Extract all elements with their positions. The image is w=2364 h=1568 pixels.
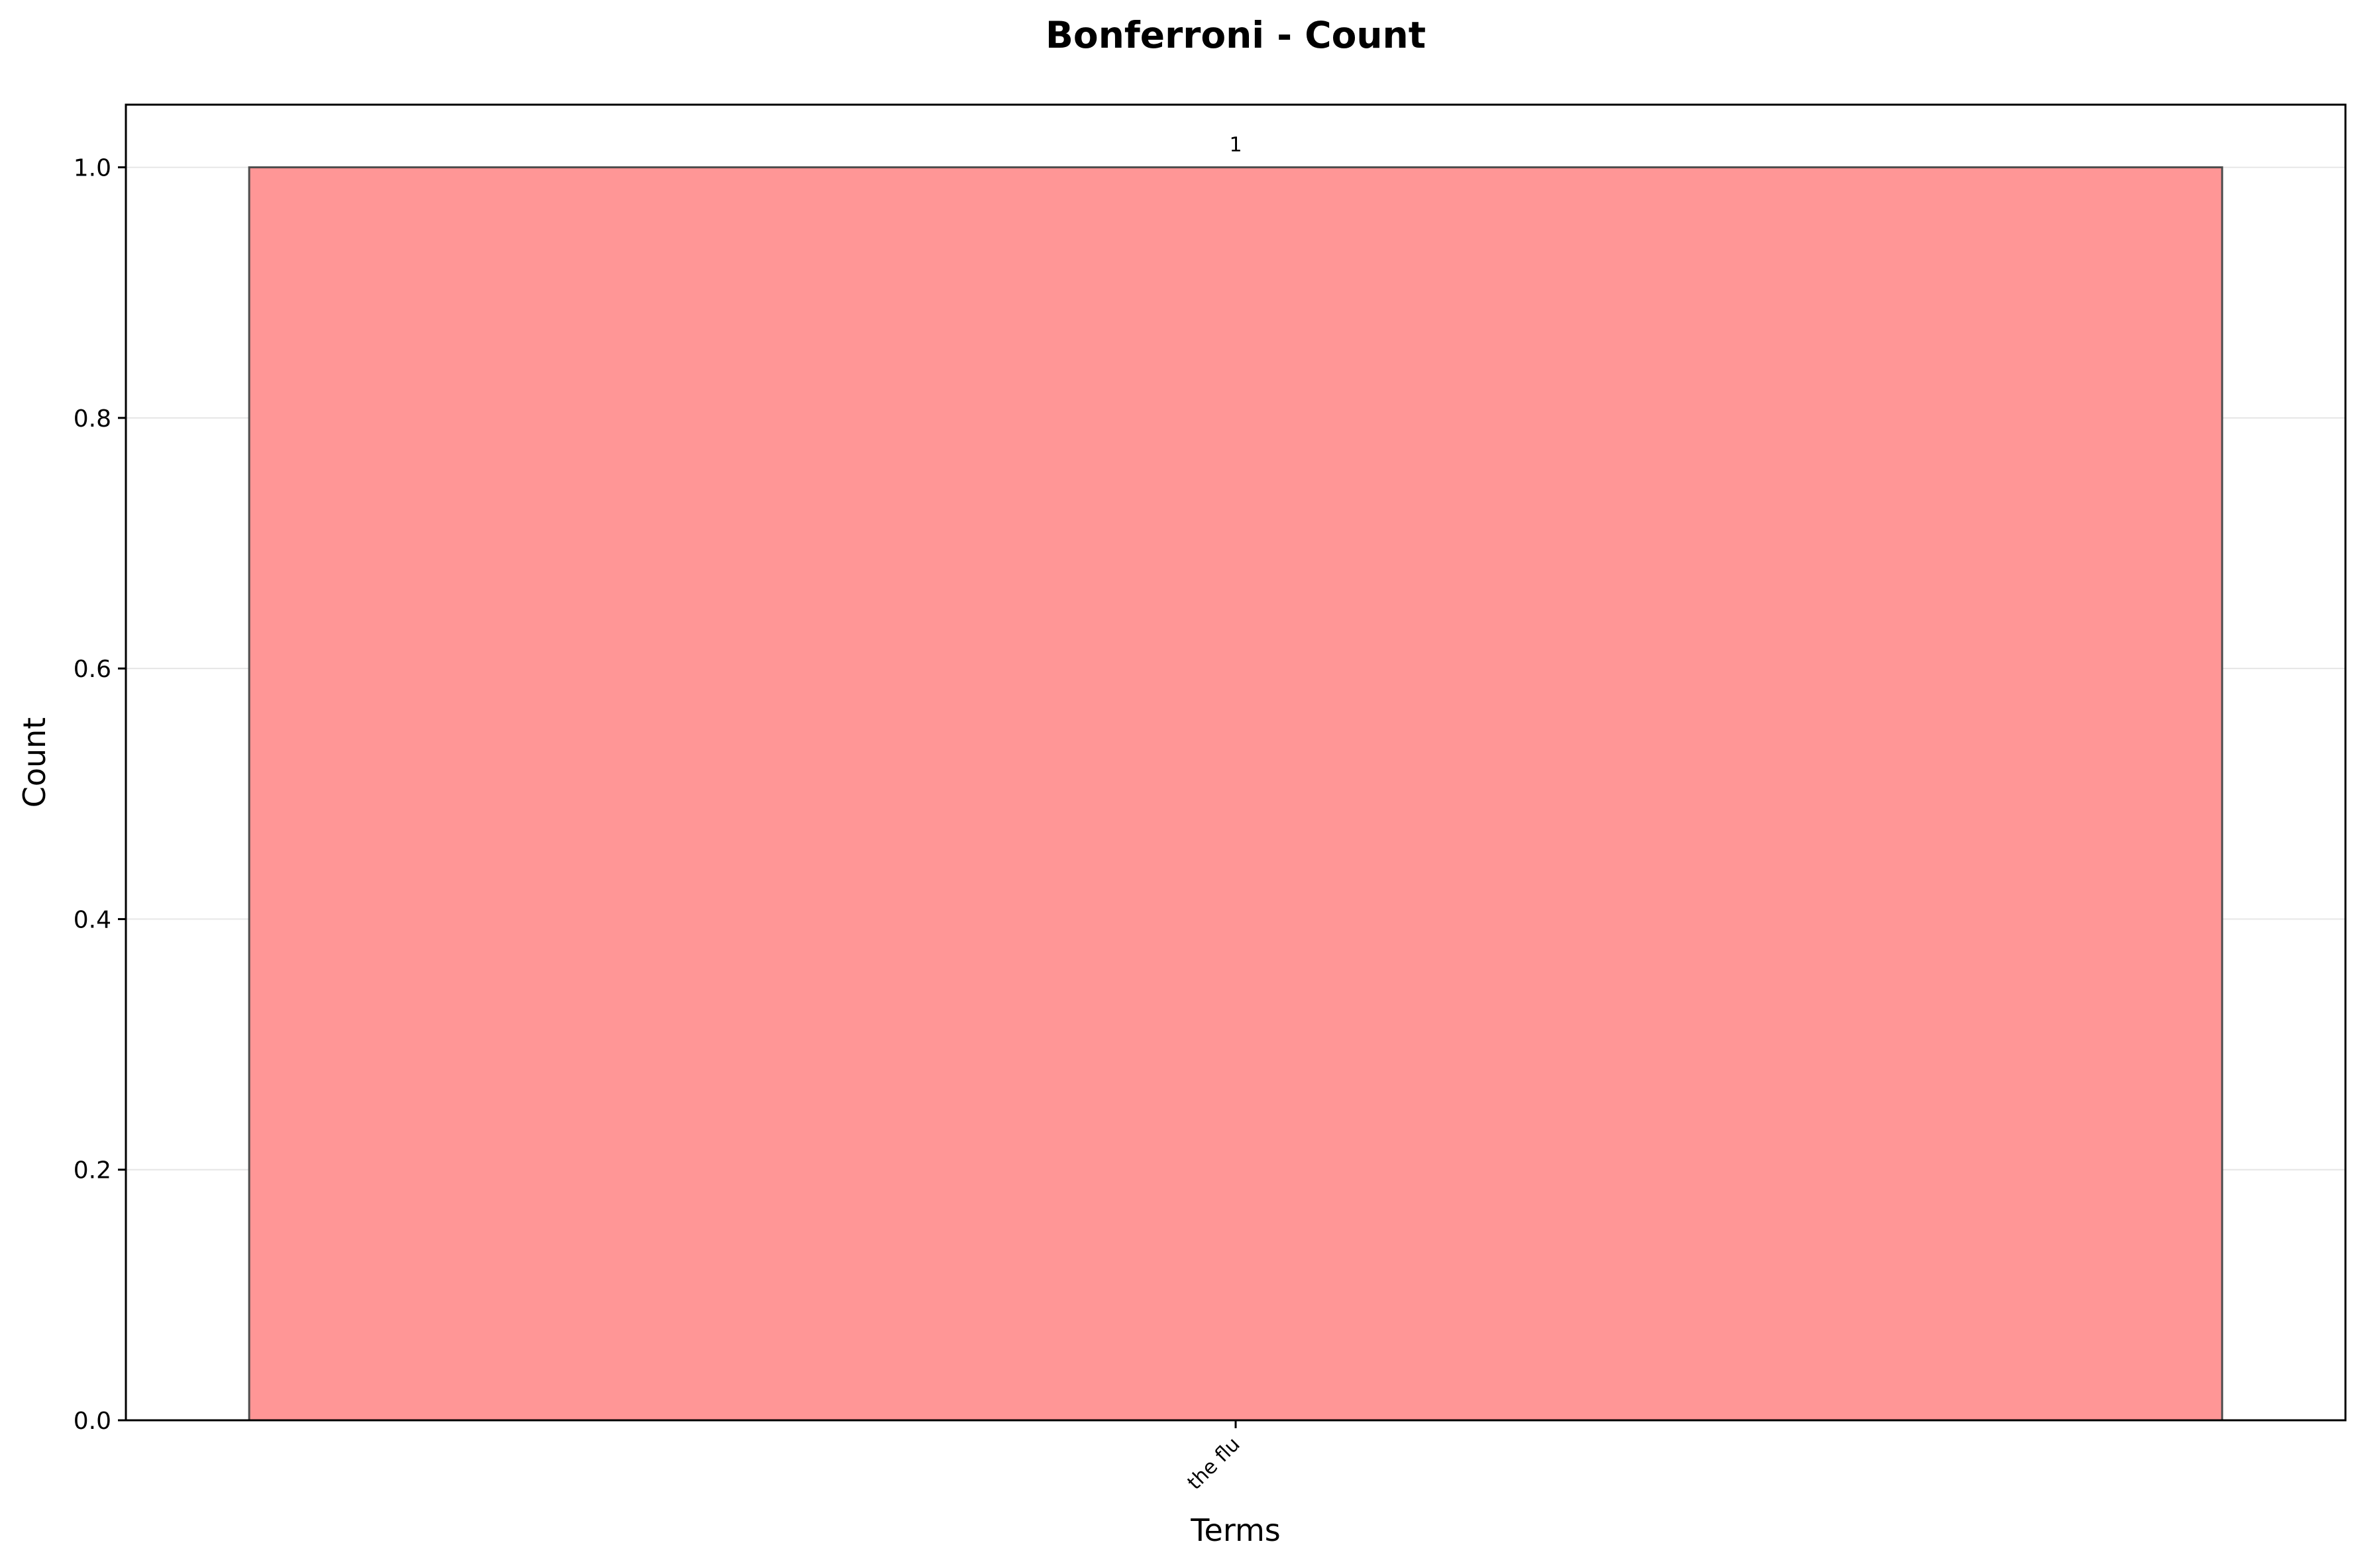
y-axis-label: Count (17, 717, 52, 808)
x-axis-ticks: the flu (1183, 1420, 1245, 1494)
y-tick-label: 1.0 (74, 155, 111, 182)
y-tick-label: 0.0 (74, 1408, 111, 1435)
bar (248, 166, 2224, 1422)
y-axis-ticks: 0.0 0.2 0.4 0.6 0.8 1.0 (74, 155, 126, 1435)
y-tick-label: 0.2 (74, 1157, 111, 1184)
bar-data-label: 1 (1229, 134, 1242, 157)
x-axis-label: Terms (1190, 1512, 1280, 1548)
data-labels: 1 (1229, 134, 1242, 157)
y-tick-label: 0.6 (74, 656, 111, 683)
chart-title: Bonferroni - Count (1046, 14, 1426, 56)
bars (248, 166, 2224, 1422)
y-tick-label: 0.4 (74, 906, 111, 933)
x-tick-label: the flu (1183, 1433, 1245, 1494)
y-tick-label: 0.8 (74, 405, 111, 433)
